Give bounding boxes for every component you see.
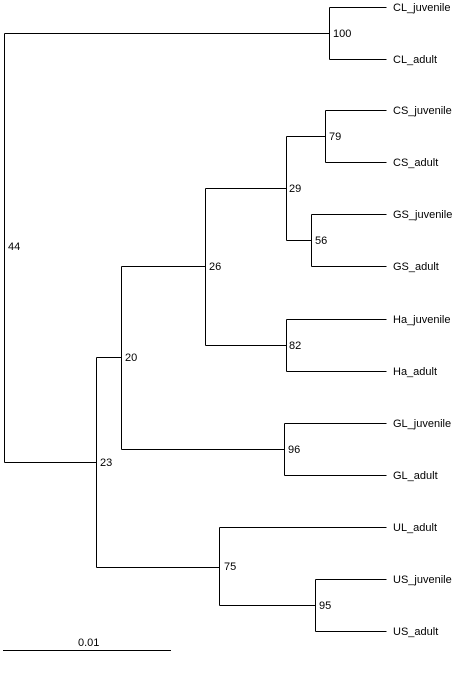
- clade-us: 95: [315, 579, 387, 632]
- leaf-cs-juvenile: CS_juvenile: [393, 105, 452, 117]
- leaf-us-juvenile: US_juvenile: [393, 574, 452, 586]
- leaf-gs-adult: GS_adult: [393, 261, 439, 273]
- leaf-cl-juvenile: CL_juvenile: [393, 2, 450, 14]
- leaf-gl-juvenile: GL_juvenile: [393, 418, 451, 430]
- clade-cl: 100: [329, 7, 387, 60]
- bootstrap-us: 95: [319, 600, 331, 612]
- bootstrap-root: 44: [8, 241, 20, 253]
- root-node: 44: [4, 33, 330, 463]
- bootstrap-29: 29: [289, 183, 301, 195]
- bootstrap-26: 26: [209, 261, 221, 273]
- bootstrap-20: 20: [125, 352, 137, 364]
- node-29: 29: [286, 136, 326, 241]
- node-20: 20: [121, 266, 285, 450]
- bootstrap-cl: 100: [333, 28, 351, 40]
- clade-cs: 79: [325, 110, 387, 163]
- leaf-cl-adult: CL_adult: [393, 54, 437, 66]
- clade-ha: 82: [286, 319, 387, 372]
- clade-gl: 96: [284, 423, 387, 476]
- leaf-labels: CL_juvenile CL_adult CS_juvenile CS_adul…: [393, 2, 452, 638]
- bootstrap-ha: 82: [289, 340, 301, 352]
- bootstrap-gl: 96: [288, 444, 300, 456]
- node-26: 26: [205, 188, 287, 346]
- leaf-ha-adult: Ha_adult: [393, 366, 437, 378]
- bootstrap-gs: 56: [315, 235, 327, 247]
- leaf-us-adult: US_adult: [393, 626, 438, 638]
- bootstrap-cs: 79: [329, 131, 341, 143]
- scale-bar-label: 0.01: [78, 637, 99, 649]
- bootstrap-75: 75: [224, 561, 236, 573]
- node-23: 23: [96, 357, 220, 568]
- leaf-ha-juvenile: Ha_juvenile: [393, 314, 450, 326]
- clade-gs: 56: [311, 214, 387, 267]
- leaf-cs-adult: CS_adult: [393, 157, 438, 169]
- node-75: 75: [219, 527, 387, 606]
- leaf-ul-adult: UL_adult: [393, 522, 437, 534]
- scale-bar: 0.01: [3, 637, 171, 651]
- leaf-gs-juvenile: GS_juvenile: [393, 209, 452, 221]
- leaf-gl-adult: GL_adult: [393, 470, 438, 482]
- bootstrap-23: 23: [100, 457, 112, 469]
